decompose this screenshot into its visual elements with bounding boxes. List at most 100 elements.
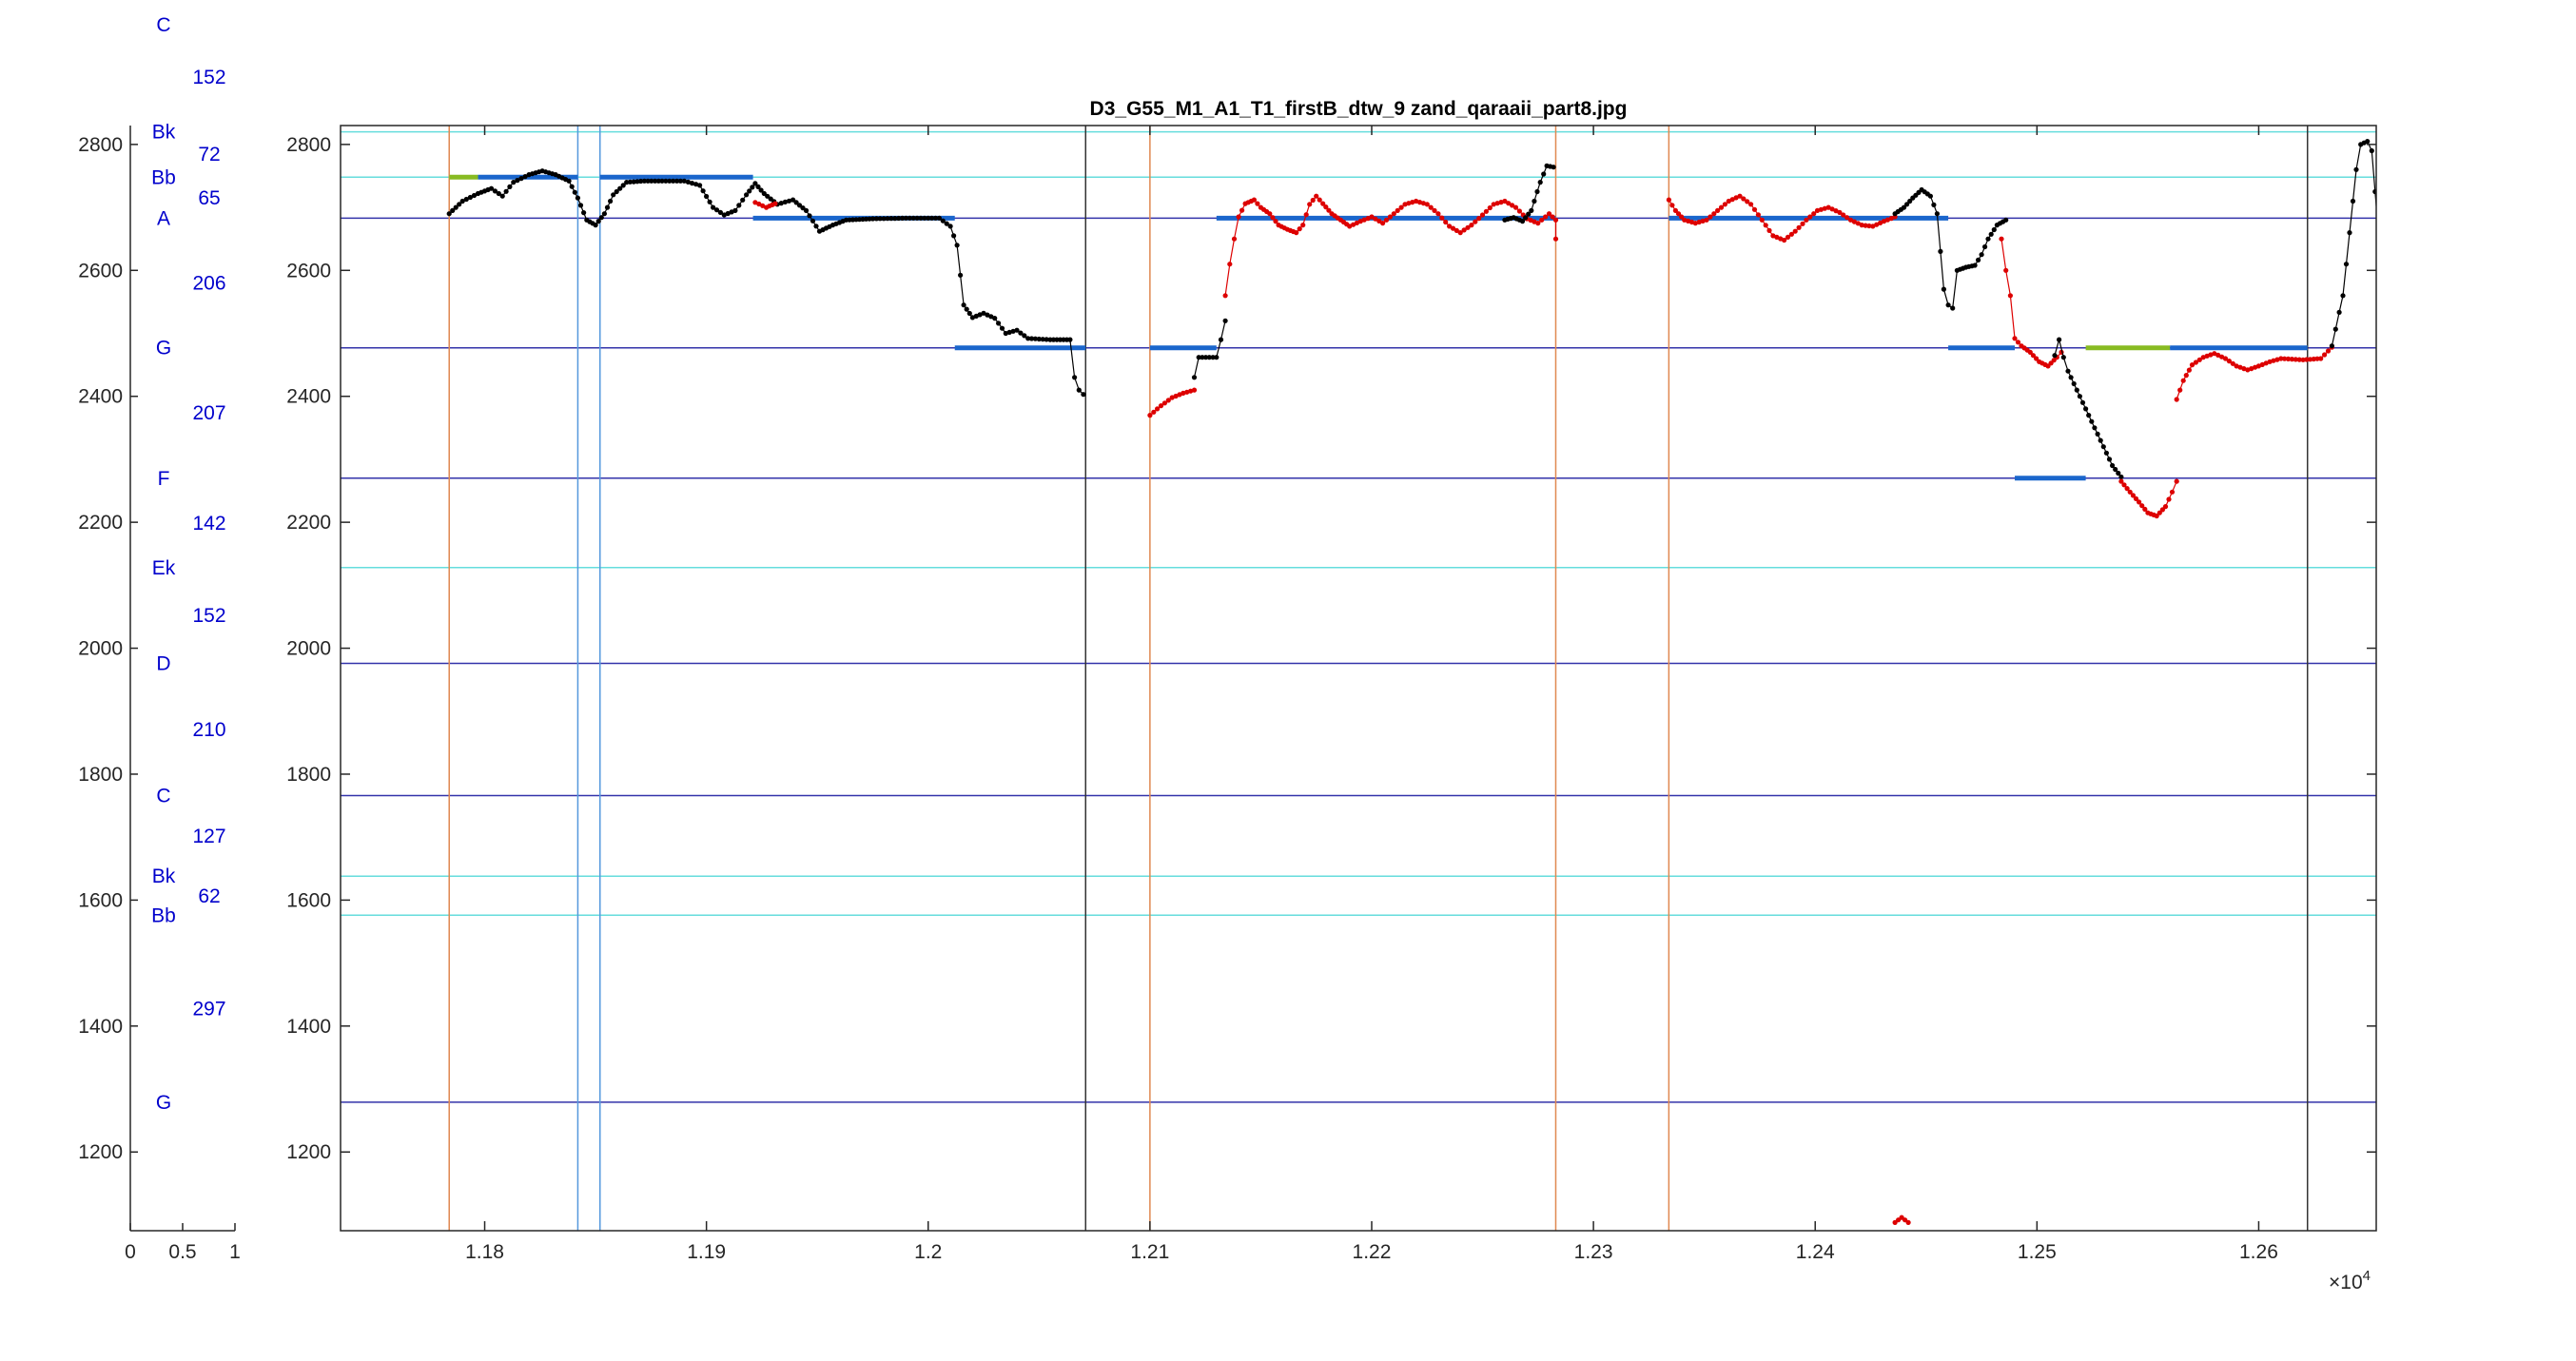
pitch-point — [2307, 357, 2313, 362]
pitch-point — [1465, 224, 1471, 230]
pitch-point — [2293, 357, 2298, 362]
pitch-point — [711, 204, 716, 210]
pitch-point — [1032, 336, 1038, 341]
pitch-point — [1165, 398, 1171, 403]
pitch-point — [1173, 393, 1179, 399]
pitch-point — [2237, 364, 2243, 370]
pitch-point — [1863, 223, 1868, 228]
pitch-point — [2189, 362, 2195, 368]
pitch-point — [1040, 337, 1045, 342]
interval-label: 207 — [192, 402, 225, 424]
pitch-point — [1479, 212, 1486, 218]
pitch-point — [1076, 387, 1082, 393]
y-tick-label: 2200 — [78, 512, 123, 534]
pitch-point — [1552, 217, 1559, 223]
pitch-point — [1526, 211, 1532, 217]
pitch-point — [1067, 337, 1073, 342]
pitch-point — [1715, 207, 1721, 213]
plot-frame — [340, 125, 2377, 1232]
y-tick-label: 1400 — [78, 1016, 123, 1038]
pitch-point — [1859, 223, 1864, 228]
pitch-point — [2489, 355, 2494, 360]
pitch-point — [1938, 248, 1943, 254]
pitch-point — [750, 185, 755, 190]
pitch-point — [896, 215, 902, 222]
pitch-point — [1300, 223, 1306, 228]
pitch-point — [958, 272, 964, 278]
pitch-point — [999, 325, 1005, 331]
pitch-point — [2060, 355, 2066, 360]
pitch-point — [1841, 212, 1846, 218]
pitch-point — [2267, 359, 2273, 364]
pitch-point — [2222, 356, 2229, 361]
pitch-point — [910, 215, 916, 221]
y-axis-ticks: 2800 2600 2400 2200 2000 1800 1600 1400 1200 — [286, 134, 2376, 1163]
pitch-point — [2511, 354, 2516, 359]
pitch-point — [2212, 351, 2217, 357]
pitch-point — [803, 207, 810, 213]
pitch-point — [674, 178, 680, 184]
interval-label: 206 — [192, 273, 225, 295]
pitch-contour-line — [1224, 195, 1557, 296]
y-tick-label: 2600 — [286, 260, 331, 282]
pitch-point — [2460, 356, 2465, 360]
pitch-point — [2423, 360, 2428, 364]
pitch-point — [2452, 357, 2457, 361]
pitch-point — [1729, 197, 1735, 203]
pitch-point — [1866, 223, 1872, 229]
pitch-point — [1537, 180, 1543, 185]
pitch-point — [1155, 406, 1161, 412]
pitch-point — [2034, 356, 2039, 361]
pitch-point — [1469, 223, 1474, 228]
pitch-point — [1196, 355, 1201, 360]
pitch-point — [2504, 355, 2508, 360]
pitch-point — [1931, 202, 1937, 207]
pitch-point — [2110, 462, 2116, 469]
pitch-point — [653, 178, 658, 184]
pitch-point — [499, 193, 505, 199]
pitch-point — [1218, 337, 1224, 342]
pitch-point — [2068, 375, 2074, 380]
pitch-point — [1354, 220, 1359, 225]
pitch-point — [2015, 340, 2021, 345]
pitch-point — [1755, 212, 1761, 218]
pitch-point — [2365, 139, 2371, 145]
pitch-point — [2278, 356, 2284, 361]
pitch-point — [1251, 197, 1257, 203]
pitch-point — [572, 189, 577, 195]
pitch-point — [1424, 202, 1430, 207]
pitch-point — [1191, 375, 1198, 380]
pitch-point — [2007, 293, 2013, 299]
pitch-point — [2449, 358, 2453, 362]
pitch-point — [755, 184, 761, 189]
pitch-point — [1529, 207, 1534, 213]
pitch-point — [1410, 200, 1415, 205]
pitch-point — [1267, 211, 1273, 217]
pitch-point — [1010, 328, 1016, 334]
pitch-point — [2255, 363, 2261, 369]
pitch-point — [1745, 199, 1750, 204]
pitch-point — [1532, 198, 1537, 204]
note-name-labels: C Bk Bb A G F Ek D C Bk Bb G — [151, 14, 176, 1114]
pitch-point — [1539, 217, 1545, 223]
pitch-point — [1988, 231, 1994, 237]
pitch-point — [1303, 212, 1309, 218]
pitch-point — [1227, 262, 1233, 267]
pitch-point — [2118, 478, 2124, 484]
pitch-point — [2311, 356, 2316, 362]
x-axis-ticks: 1.18 1.19 1.2 1.21 1.22 1.23 1.24 1.25 1.26 — [465, 126, 2278, 1263]
pitch-point — [663, 178, 669, 184]
pitch-point — [2437, 359, 2442, 363]
pitch-point — [1985, 236, 1991, 242]
pitch-point — [778, 201, 784, 206]
pitch-point — [2071, 380, 2077, 387]
pitch-point — [951, 233, 957, 239]
pitch-point — [608, 198, 614, 204]
interval-label: 152 — [192, 67, 225, 88]
pitch-point — [1036, 336, 1042, 342]
pitch-point — [1200, 355, 1205, 360]
pitch-point — [1072, 375, 1078, 380]
pitch-point — [1901, 204, 1907, 210]
pitch-point — [1844, 215, 1850, 221]
pitch-point — [2336, 309, 2342, 315]
